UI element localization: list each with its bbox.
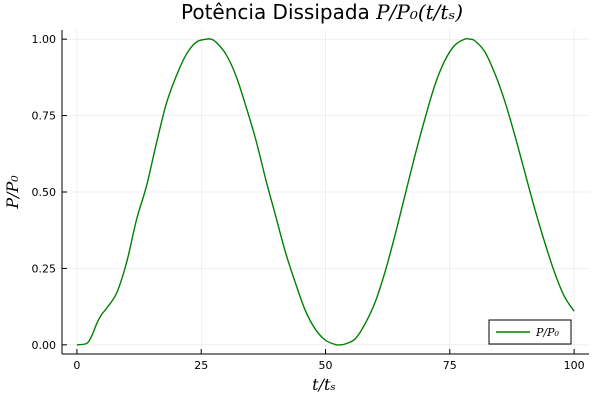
x-axis-label: t/tₛ: [312, 375, 336, 394]
x-tick-label: 100: [564, 359, 585, 372]
chart-title-text: Potência Dissipada: [181, 0, 376, 24]
y-tick-label: 1.00: [32, 33, 57, 46]
x-tick-label: 25: [194, 359, 208, 372]
legend-label: P/P₀: [535, 326, 560, 339]
series-line-0: [76, 37, 575, 346]
y-tick-label: 0.75: [32, 110, 57, 123]
tick-labels: 0 25 50 75 100 0.00 0.25 0.50 0.75 1.00: [32, 33, 585, 372]
x-tick-label: 0: [73, 359, 80, 372]
y-tick-label: 0.00: [32, 339, 57, 352]
x-tick-label: 75: [443, 359, 457, 372]
axes: [61, 30, 589, 355]
chart-title-math: P/P₀(t/tₛ): [375, 0, 463, 24]
x-tick-label: 50: [319, 359, 333, 372]
grid: [62, 30, 589, 354]
legend: P/P₀: [488, 319, 572, 345]
series-layer: [76, 37, 575, 346]
y-axis-label: P/P₀: [3, 175, 22, 210]
y-tick-label: 0.50: [32, 186, 57, 199]
chart-title: Potência Dissipada P/P₀(t/tₛ): [181, 0, 463, 24]
plot-area: [62, 30, 589, 354]
y-tick-label: 0.25: [32, 262, 57, 275]
